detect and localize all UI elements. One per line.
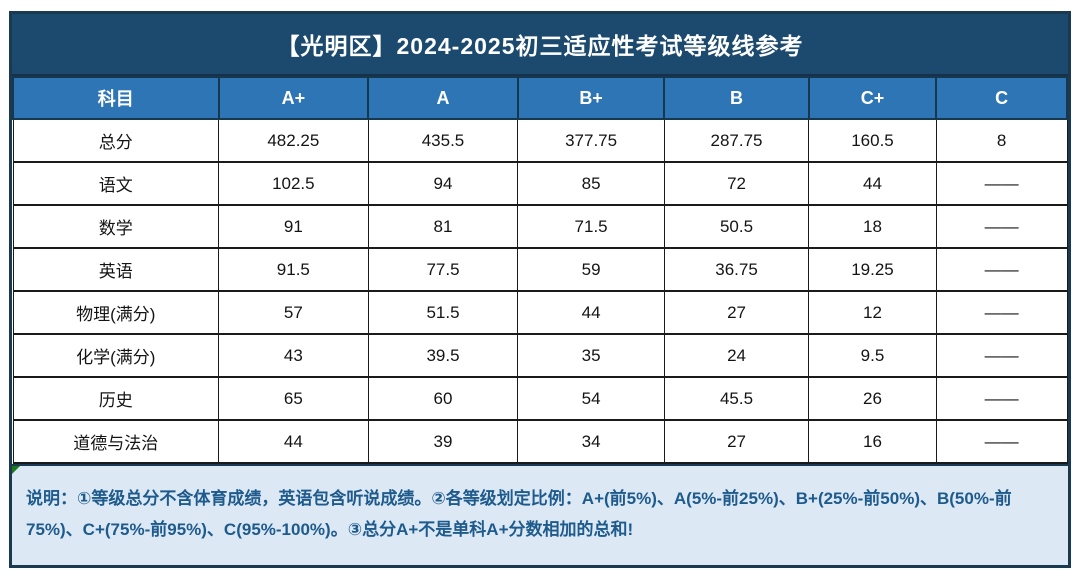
header-cell-c: C	[935, 76, 1068, 120]
value-cell: 39.5	[367, 333, 519, 378]
value-cell: 43	[218, 333, 369, 378]
table-row: 英语 91.5 77.5 59 36.75 19.25 ——	[12, 247, 1068, 292]
header-cell-b: B	[663, 76, 810, 120]
value-cell: ——	[935, 290, 1068, 335]
subject-cell: 英语	[12, 247, 220, 292]
grade-table: 科目 A+ A B+ B C+ C 总分 482.25 435.5 377.75…	[12, 76, 1068, 464]
header-cell-c-plus: C+	[807, 76, 938, 120]
table-row: 语文 102.5 94 85 72 44 ——	[12, 161, 1068, 206]
header-cell-a: A	[367, 76, 519, 120]
value-cell: 65	[218, 376, 369, 421]
value-cell: 44	[808, 161, 937, 206]
value-cell: 36.75	[663, 247, 810, 292]
subject-cell: 化学(满分)	[12, 333, 220, 378]
value-cell: 60	[367, 376, 519, 421]
value-cell: 18	[808, 204, 937, 249]
table-row: 数学 91 81 71.5 50.5 18 ——	[12, 204, 1068, 249]
table-header: 科目 A+ A B+ B C+ C	[12, 76, 1068, 120]
value-cell: ——	[935, 204, 1068, 249]
value-cell: 45.5	[663, 376, 810, 421]
header-row: 科目 A+ A B+ B C+ C	[12, 76, 1068, 120]
header-cell-a-plus: A+	[217, 76, 370, 120]
value-cell: 59	[517, 247, 665, 292]
value-cell: 19.25	[808, 247, 937, 292]
value-cell: 50.5	[663, 204, 810, 249]
subject-cell: 总分	[12, 118, 220, 163]
table-row: 物理(满分) 57 51.5 44 27 12 ——	[12, 290, 1068, 335]
value-cell: 26	[808, 376, 937, 421]
value-cell: 8	[935, 118, 1068, 163]
value-cell: 51.5	[367, 290, 519, 335]
value-cell: ——	[935, 376, 1068, 421]
value-cell: 12	[808, 290, 937, 335]
note-text: 说明：①等级总分不含体育成绩，英语包含听说成绩。②各等级划定比例：A+(前5%)…	[26, 489, 1012, 540]
value-cell: 57	[218, 290, 369, 335]
value-cell: 287.75	[663, 118, 810, 163]
value-cell: 34	[517, 419, 665, 464]
value-cell: ——	[935, 161, 1068, 206]
table-row: 总分 482.25 435.5 377.75 287.75 160.5 8	[12, 118, 1068, 163]
table-row: 道德与法治 44 39 34 27 16 ——	[12, 419, 1068, 464]
value-cell: 160.5	[808, 118, 937, 163]
value-cell: 94	[367, 161, 519, 206]
value-cell: 27	[663, 419, 810, 464]
subject-cell: 道德与法治	[12, 419, 220, 464]
header-cell-b-plus: B+	[516, 76, 666, 120]
page-title: 【光明区】2024-2025初三适应性考试等级线参考	[12, 14, 1068, 76]
header-cell-subject: 科目	[12, 76, 220, 120]
value-cell: ——	[935, 419, 1068, 464]
value-cell: 44	[218, 419, 369, 464]
value-cell: ——	[935, 333, 1068, 378]
value-cell: 44	[517, 290, 665, 335]
value-cell: 16	[808, 419, 937, 464]
subject-cell: 语文	[12, 161, 220, 206]
value-cell: 27	[663, 290, 810, 335]
value-cell: 482.25	[218, 118, 369, 163]
table-row: 历史 65 60 54 45.5 26 ——	[12, 376, 1068, 421]
value-cell: 91	[218, 204, 369, 249]
value-cell: 24	[663, 333, 810, 378]
value-cell: 91.5	[218, 247, 369, 292]
subject-cell: 历史	[12, 376, 220, 421]
value-cell: ——	[935, 247, 1068, 292]
green-corner-marker-icon	[12, 466, 20, 474]
value-cell: 35	[517, 333, 665, 378]
value-cell: 81	[367, 204, 519, 249]
value-cell: 72	[663, 161, 810, 206]
value-cell: 77.5	[367, 247, 519, 292]
value-cell: 102.5	[218, 161, 369, 206]
value-cell: 9.5	[808, 333, 937, 378]
subject-cell: 数学	[12, 204, 220, 249]
value-cell: 71.5	[517, 204, 665, 249]
table-row: 化学(满分) 43 39.5 35 24 9.5 ——	[12, 333, 1068, 378]
value-cell: 85	[517, 161, 665, 206]
note-panel: 说明：①等级总分不含体育成绩，英语包含听说成绩。②各等级划定比例：A+(前5%)…	[12, 464, 1068, 565]
value-cell: 377.75	[517, 118, 665, 163]
value-cell: 54	[517, 376, 665, 421]
grade-reference-card: 【光明区】2024-2025初三适应性考试等级线参考 科目 A+ A B+ B …	[9, 11, 1071, 568]
value-cell: 39	[367, 419, 519, 464]
subject-cell: 物理(满分)	[12, 290, 220, 335]
value-cell: 435.5	[367, 118, 519, 163]
